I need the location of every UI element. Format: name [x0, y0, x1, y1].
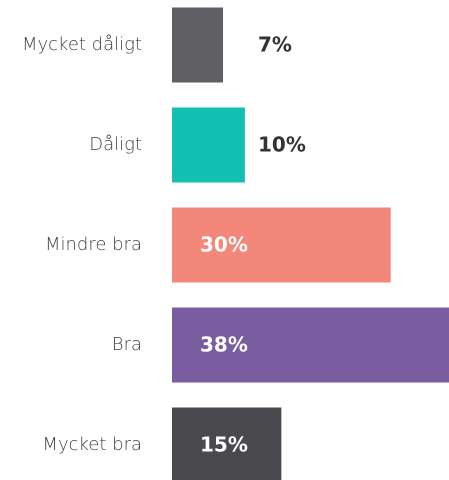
bar — [172, 407, 282, 480]
value-label: 7% — [258, 33, 292, 57]
category-label: Dåligt — [89, 134, 142, 155]
bar — [172, 207, 391, 283]
category-label: Bra — [112, 334, 142, 355]
category-label: Mycket bra — [42, 434, 142, 455]
category-label: Mindre bra — [45, 234, 142, 255]
value-label: 38% — [200, 333, 248, 357]
value-label: 10% — [258, 133, 306, 157]
value-label: 30% — [200, 233, 248, 257]
bar — [172, 307, 449, 383]
category-label: Mycket dåligt — [22, 34, 142, 55]
bar — [172, 107, 245, 183]
value-label: 15% — [200, 433, 248, 457]
bar — [172, 7, 224, 83]
